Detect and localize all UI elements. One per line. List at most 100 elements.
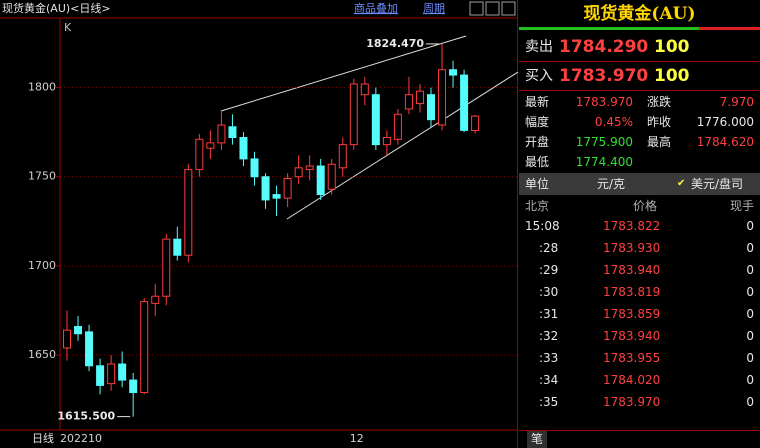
tick-cell: 0 — [746, 241, 754, 255]
candle-body — [162, 238, 171, 297]
tick-row: :33 1783.955 0 — [519, 348, 760, 368]
tick-cell: 0 — [746, 263, 754, 277]
candle-body — [393, 113, 402, 140]
price: 1784.290 — [559, 37, 649, 57]
toolbar-button[interactable]: 商品叠加 — [354, 1, 398, 15]
candle-body — [151, 295, 160, 304]
y-tick-label: 1800 — [28, 81, 56, 94]
stat-label: 最新 — [525, 95, 550, 109]
tick-cell: :28 — [539, 241, 559, 255]
tick-cell: 0 — [746, 285, 754, 299]
header: 北京 — [525, 199, 550, 213]
tick-row: 15:08 1783.822 0 — [519, 216, 760, 236]
stat-value: 1776.000 — [696, 115, 754, 129]
stat-label: 昨收 — [647, 115, 672, 129]
tick-cell: 1783.955 — [603, 351, 661, 365]
tick-cell: 1783.859 — [603, 307, 661, 321]
tick-cell: :35 — [539, 395, 559, 409]
tick-row: :29 1783.940 0 — [519, 260, 760, 280]
annotation: 1824.470 — [366, 37, 424, 50]
stat-label: 涨跌 — [647, 95, 672, 109]
candle-body — [173, 238, 182, 256]
tick-row: :28 1783.930 0 — [519, 238, 760, 258]
stat-value: 0.45% — [594, 115, 633, 129]
header: 价格 — [633, 199, 658, 213]
tick-cell: :34 — [539, 373, 559, 387]
strip — [699, 27, 760, 30]
tick-cell: 1783.940 — [603, 263, 661, 277]
separator — [519, 61, 760, 62]
candle-body — [85, 331, 94, 367]
nav-buttons[interactable] — [469, 1, 516, 16]
candle-body — [404, 94, 413, 110]
candle-body — [460, 74, 469, 131]
stat-row: 幅度 0.45% 昨收 1776.000 — [519, 112, 760, 132]
stat-value: 1783.970 — [575, 95, 633, 109]
separator — [519, 90, 760, 91]
trend-line — [286, 71, 518, 220]
quote-title: 现货黄金(AU) — [583, 4, 696, 24]
candle-body — [261, 176, 270, 201]
tick-cell: 0 — [746, 351, 754, 365]
tick-row: :31 1783.859 0 — [519, 304, 760, 324]
chart-label: K — [64, 21, 72, 34]
tick-cell: 1783.970 — [603, 395, 661, 409]
candle-body — [129, 379, 138, 394]
annotation: 1615.500 — [57, 410, 115, 423]
candle-body — [327, 163, 336, 190]
buy-row: 买入 1783.970 100 — [519, 65, 760, 87]
strip — [519, 27, 699, 30]
unit-option[interactable]: 元/克 — [597, 177, 626, 191]
candle-body — [217, 124, 226, 144]
tick-row: :34 1784.020 0 — [519, 370, 760, 390]
tab[interactable]: 笔 — [527, 431, 547, 448]
candle-body — [107, 363, 116, 385]
tick-row: :35 1783.970 0 — [519, 392, 760, 412]
candle-body — [272, 194, 281, 199]
candle-body — [360, 83, 369, 96]
candle-body — [96, 365, 105, 386]
price: 1783.970 — [559, 66, 649, 86]
tick-cell: :29 — [539, 263, 559, 277]
tick-cell: 0 — [746, 219, 754, 233]
candle-body — [349, 83, 358, 146]
check-icon: ✔ — [677, 178, 686, 189]
tick-cell: 1783.822 — [603, 219, 661, 233]
stat-value: 1774.400 — [575, 155, 633, 169]
tick-row: :30 1783.819 0 — [519, 282, 760, 302]
candle-body — [283, 178, 292, 199]
tick-cell: :32 — [539, 329, 559, 343]
stat-value: 7.970 — [719, 95, 754, 109]
unit-option[interactable]: 美元/盘司 — [691, 177, 744, 191]
ticks-header: 北京 价格 现手 — [519, 196, 760, 216]
sell-row: 卖出 1784.290 100 — [519, 36, 760, 58]
stat-label: 幅度 — [525, 115, 550, 129]
candle-body — [294, 167, 303, 178]
volume: 100 — [654, 66, 690, 86]
tick-cell: 0 — [746, 395, 754, 409]
tick-cell: 0 — [746, 373, 754, 387]
unit-row: 单位 元/克 ✔ 美元/盘司 — [519, 173, 760, 195]
volume: 100 — [654, 37, 690, 57]
candle-body — [438, 69, 447, 126]
stat-value: 1784.620 — [696, 135, 754, 149]
candle-body — [415, 90, 424, 105]
candle-body — [305, 165, 314, 171]
toolbar-button[interactable]: 周期 — [423, 2, 445, 15]
candle-body — [426, 94, 435, 121]
candle-body — [316, 165, 325, 196]
toolbar-title: 现货黄金(AU)<日线> — [2, 1, 111, 15]
label: 买入 — [525, 68, 553, 84]
header: 现手 — [729, 199, 754, 213]
candle-body — [471, 115, 480, 132]
candle-body — [239, 136, 248, 160]
candle-body — [228, 126, 237, 138]
stat-label: 最高 — [647, 135, 672, 149]
tick-cell: :33 — [539, 351, 559, 365]
chart: 现货黄金(AU)<日线> 商品叠加 周期 K 日线 1650 1700 1750 18… — [0, 0, 518, 448]
candle-body — [140, 301, 149, 394]
tick-cell: 1783.940 — [603, 329, 661, 343]
x-tick-label: 12 — [350, 432, 364, 445]
tick-cell: :31 — [539, 307, 559, 321]
